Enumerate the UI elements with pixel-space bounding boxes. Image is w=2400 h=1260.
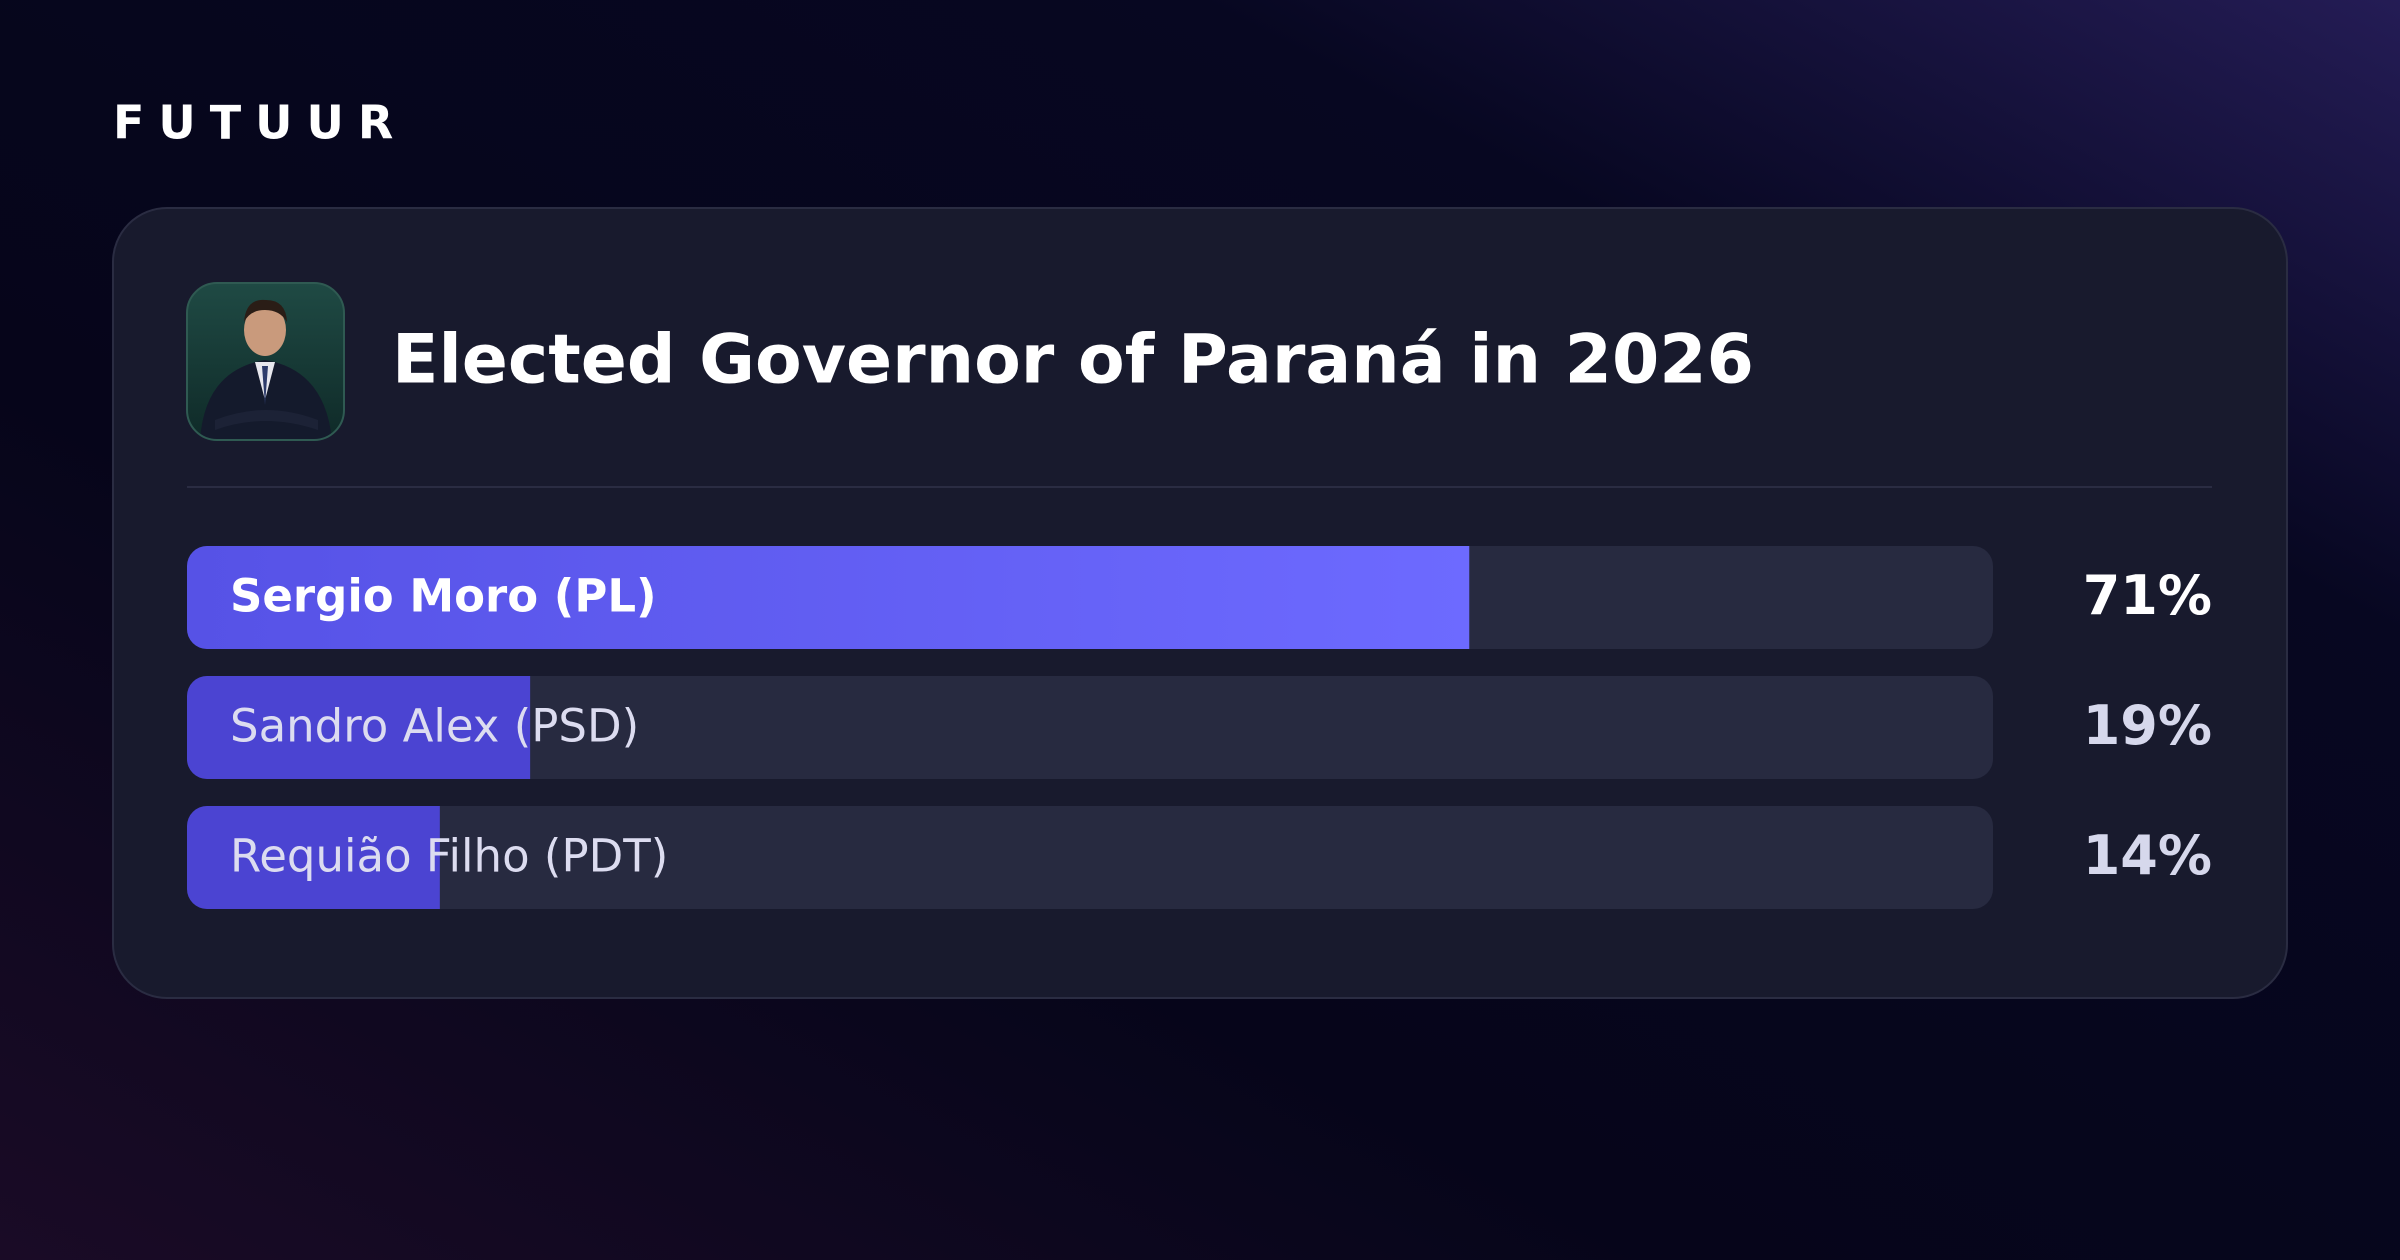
bar-track [187, 676, 1993, 779]
option-label: Sergio Moro (PL) [230, 570, 657, 623]
option-label: Requião Filho (PDT) [230, 830, 668, 883]
avatar [187, 283, 344, 440]
value-label: 14% [2083, 824, 2212, 887]
bar-track [187, 806, 1993, 909]
value-label: 19% [2083, 694, 2212, 757]
bar [187, 546, 1470, 649]
brand-logo: FUTUUR [113, 96, 407, 150]
option-label: Sandro Alex (PSD) [230, 700, 639, 753]
value-label: 71% [2083, 564, 2212, 627]
bar [187, 676, 531, 779]
avatar-border [186, 282, 345, 441]
chart-title: Elected Governor of Paraná in 2026 [392, 321, 1754, 400]
bar [187, 806, 440, 909]
